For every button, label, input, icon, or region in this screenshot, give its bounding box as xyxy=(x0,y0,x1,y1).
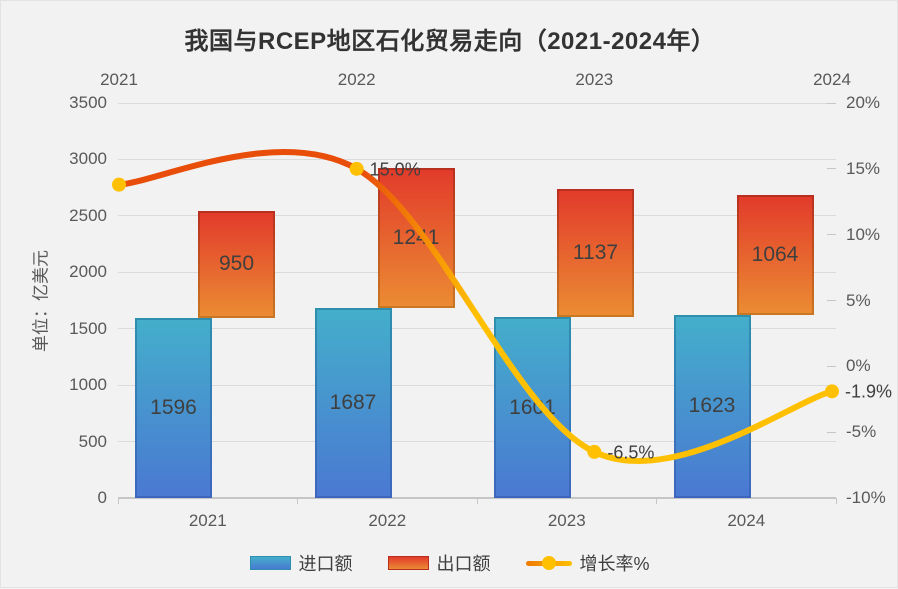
legend-label-growth: 增长率% xyxy=(579,554,650,574)
growth-line-marker-2023[interactable] xyxy=(587,444,602,459)
import-bar-2023[interactable] xyxy=(494,317,571,498)
chart-title: 我国与RCEP地区石化贸易走向（2021-2024年） xyxy=(184,28,716,55)
legend-line-swatch xyxy=(526,555,573,571)
bar-value-label: 950 xyxy=(218,252,255,276)
right-axis-tick-label: -5% xyxy=(846,422,877,442)
right-axis-tick-label: 10% xyxy=(846,224,881,244)
left-axis-tick-label: 3500 xyxy=(69,93,107,112)
legend-item-growth[interactable]: 增长率% xyxy=(526,550,650,576)
right-axis-tick xyxy=(827,234,836,236)
export-bar-2022[interactable] xyxy=(377,167,455,308)
legend-imports-swatch xyxy=(250,556,292,570)
growth-line-marker-2021[interactable] xyxy=(112,177,126,192)
gridline xyxy=(118,271,836,273)
top-axis-label: 2023 xyxy=(575,70,614,89)
export-bar-2021[interactable] xyxy=(198,210,275,318)
x-axis-tick xyxy=(117,498,119,504)
gridline xyxy=(118,215,836,217)
bar-value-label: 1623 xyxy=(688,394,736,418)
right-axis-tick xyxy=(827,497,836,499)
bar-value-label: 1687 xyxy=(329,390,377,414)
right-axis-tick xyxy=(827,168,836,170)
right-axis-tick xyxy=(827,300,836,301)
gridline xyxy=(118,102,836,104)
growth-line-marker-2022[interactable] xyxy=(349,161,364,176)
right-axis-tick-label: 5% xyxy=(846,290,871,310)
legend-item-imports[interactable]: 进口额 xyxy=(250,550,352,576)
x-axis-tick xyxy=(476,498,478,504)
top-axis-label: 2024 xyxy=(813,70,851,89)
gridline xyxy=(118,158,836,160)
right-axis-tick xyxy=(827,365,836,367)
right-axis-tick-label: 20% xyxy=(846,93,881,112)
left-axis-tick-label: 2500 xyxy=(69,205,107,225)
top-axis-label: 2021 xyxy=(100,70,138,89)
bottom-axis-label: 2023 xyxy=(547,511,586,530)
growth-point-label: -1.9% xyxy=(845,381,893,402)
bar-value-label: 1064 xyxy=(751,242,799,266)
right-axis-tick xyxy=(827,102,836,104)
chart-legend: 进口额 出口额 增长率% xyxy=(1,550,898,576)
left-axis-tick-label: 500 xyxy=(78,431,107,451)
growth-point-label: 15.0% xyxy=(369,159,421,180)
bottom-axis-label: 2022 xyxy=(368,511,407,530)
legend-exports-swatch xyxy=(388,556,430,570)
gridline xyxy=(118,441,836,443)
import-bar-2021[interactable] xyxy=(135,317,212,498)
right-axis-tick xyxy=(827,431,836,433)
legend-item-exports[interactable]: 出口额 xyxy=(388,550,490,576)
right-axis-tick-label: 15% xyxy=(846,158,881,178)
left-axis-tick-label: 1000 xyxy=(69,375,107,395)
growth-line-marker-2024[interactable] xyxy=(825,384,839,399)
x-axis-tick xyxy=(297,498,298,504)
growth-point-label: -6.5% xyxy=(607,442,655,463)
gridline xyxy=(118,384,836,386)
bottom-axis-label: 2021 xyxy=(188,511,227,530)
right-axis-tick-label: -10% xyxy=(846,488,886,507)
top-axis-label: 2022 xyxy=(337,70,376,89)
legend-label-exports: 出口额 xyxy=(436,554,491,574)
left-axis-tick-label: 3000 xyxy=(69,149,107,169)
gridline xyxy=(118,328,836,330)
export-bar-2024[interactable] xyxy=(736,194,814,315)
x-axis-tick xyxy=(835,498,837,504)
left-axis-tick-label: 0 xyxy=(97,488,107,507)
import-bar-2022[interactable] xyxy=(314,307,392,498)
legend-label-imports: 进口额 xyxy=(298,554,353,574)
x-axis-tick xyxy=(656,498,657,504)
right-axis-tick-label: 0% xyxy=(846,356,871,376)
export-bar-2023[interactable] xyxy=(557,188,634,318)
bottom-axis-label: 2024 xyxy=(727,511,766,530)
bar-value-label: 1596 xyxy=(150,395,197,419)
left-axis-tick-label: 2000 xyxy=(69,262,107,282)
import-bar-2024[interactable] xyxy=(673,314,751,498)
left-axis-tick-label: 1500 xyxy=(69,318,107,338)
growth-line[interactable] xyxy=(116,149,835,464)
bar-value-label: 1137 xyxy=(572,241,619,265)
